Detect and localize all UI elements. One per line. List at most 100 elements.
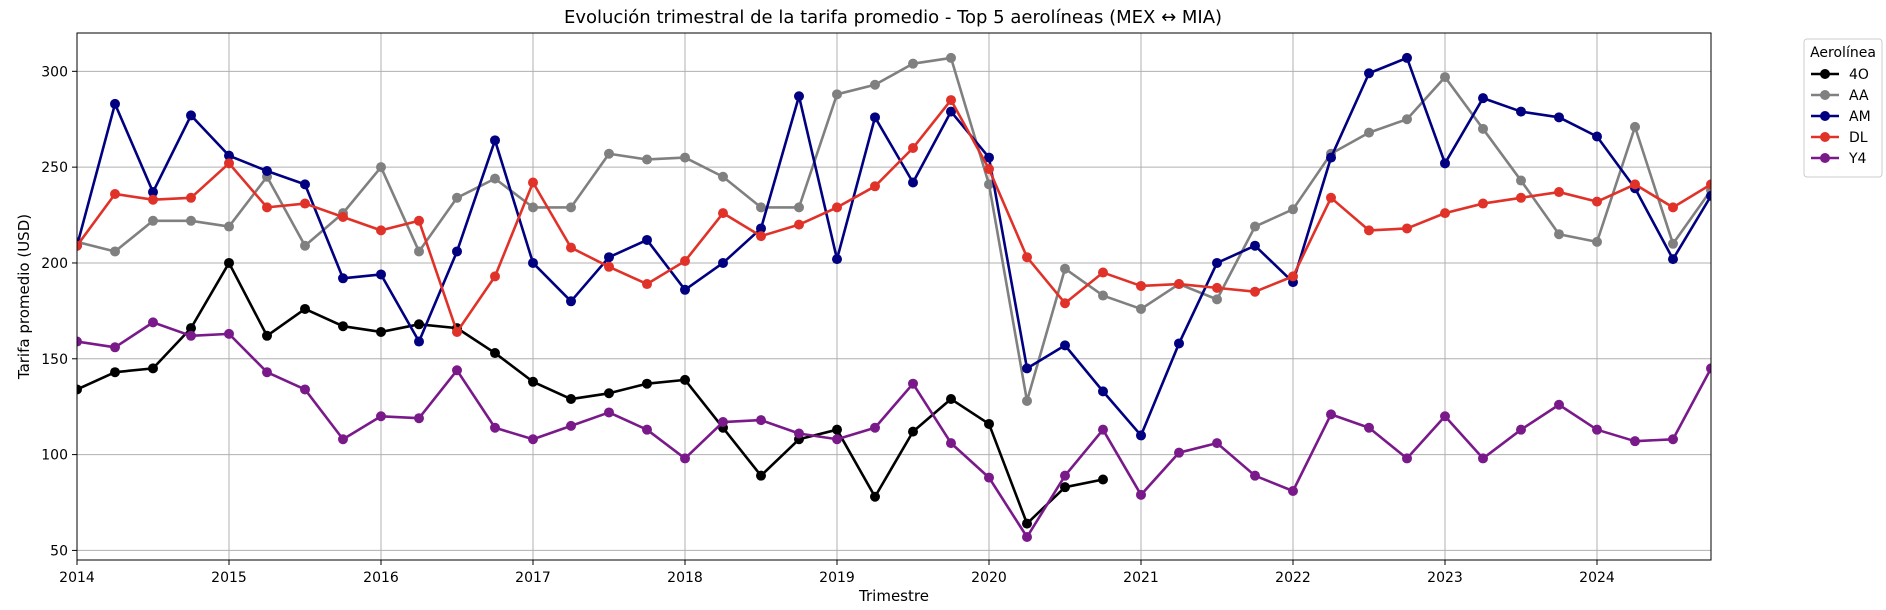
data-point	[1440, 158, 1450, 169]
y-tick-label: 300	[41, 64, 68, 80]
data-point	[1174, 279, 1184, 290]
legend-item-Y4: Y4	[1811, 151, 1867, 167]
data-point	[756, 223, 766, 234]
data-point	[718, 208, 728, 219]
data-point	[77, 240, 82, 251]
data-point	[566, 296, 576, 307]
data-point	[1592, 424, 1602, 435]
legend-item-AA: AA	[1811, 88, 1869, 104]
data-point	[984, 152, 994, 163]
grid-lines	[76, 33, 1711, 560]
data-point	[376, 326, 386, 337]
data-point	[946, 438, 956, 449]
data-point	[1060, 298, 1070, 309]
data-point	[1022, 518, 1032, 529]
data-point	[414, 336, 424, 347]
data-point	[832, 89, 842, 100]
data-point	[1022, 395, 1032, 406]
data-point	[452, 192, 462, 203]
data-point	[1440, 411, 1450, 422]
data-point	[1592, 196, 1602, 207]
data-point	[1288, 486, 1298, 497]
data-point	[984, 472, 994, 483]
data-point	[414, 246, 424, 257]
x-tick-label: 2024	[1579, 570, 1615, 586]
data-point	[148, 363, 158, 374]
data-point	[110, 246, 120, 257]
data-point	[794, 428, 804, 439]
data-point	[148, 187, 158, 198]
data-point	[1478, 198, 1488, 209]
data-point	[1250, 240, 1260, 251]
data-point	[1326, 152, 1336, 163]
data-point	[77, 384, 82, 395]
data-point	[1402, 223, 1412, 234]
legend-swatch-marker	[1820, 111, 1830, 121]
data-point	[1326, 409, 1336, 420]
data-point	[870, 79, 880, 90]
data-point	[1060, 470, 1070, 481]
data-point	[1022, 363, 1032, 374]
data-point	[528, 202, 538, 213]
data-point	[756, 202, 766, 213]
series-layer	[77, 52, 1711, 543]
x-tick-label: 2015	[211, 570, 247, 586]
series-4O	[77, 257, 1108, 529]
x-tick-label: 2019	[819, 570, 855, 586]
data-point	[186, 110, 196, 121]
legend-title: Aerolínea	[1810, 45, 1876, 61]
data-point	[1706, 363, 1711, 374]
data-point	[1554, 187, 1564, 198]
data-point	[794, 219, 804, 230]
y-axis: 50 100 150 200 250 300	[41, 64, 77, 559]
data-point	[756, 415, 766, 426]
series-line-DL	[77, 98, 1711, 334]
data-point	[1440, 72, 1450, 83]
data-point	[870, 422, 880, 433]
data-point	[946, 95, 956, 106]
data-point	[642, 279, 652, 290]
data-point	[262, 330, 272, 341]
legend-items: 4O AA AM DL Y4	[1811, 67, 1871, 167]
data-point	[756, 470, 766, 481]
data-point	[300, 303, 310, 314]
data-point	[338, 321, 348, 332]
data-point	[1364, 422, 1374, 433]
data-point	[224, 150, 234, 161]
data-point	[1516, 192, 1526, 203]
legend-label: 4O	[1849, 67, 1869, 83]
data-point	[1212, 257, 1222, 268]
data-point	[908, 142, 918, 153]
data-point	[1022, 252, 1032, 263]
x-tick-label: 2022	[1275, 570, 1311, 586]
data-point	[1478, 93, 1488, 104]
data-point	[1706, 190, 1711, 201]
data-point	[186, 192, 196, 203]
x-tick-label: 2020	[971, 570, 1007, 586]
y-tick-label: 50	[50, 543, 68, 559]
data-point	[718, 171, 728, 182]
data-point	[566, 420, 576, 431]
legend-item-DL: DL	[1811, 130, 1868, 146]
data-point	[908, 177, 918, 188]
data-point	[414, 319, 424, 330]
data-point	[1668, 434, 1678, 445]
data-point	[832, 434, 842, 445]
legend-swatch-marker	[1820, 153, 1830, 163]
x-tick-label: 2018	[667, 570, 703, 586]
data-point	[224, 221, 234, 232]
data-point	[1440, 208, 1450, 219]
series-line-4O	[77, 261, 1104, 525]
data-point	[832, 202, 842, 213]
series-line-AA	[77, 56, 1711, 403]
data-point	[414, 413, 424, 424]
data-point	[1098, 424, 1108, 435]
data-point	[452, 326, 462, 337]
data-point	[1516, 106, 1526, 117]
data-point	[680, 453, 690, 464]
data-point	[528, 257, 538, 268]
data-point	[718, 417, 728, 428]
data-point	[1630, 436, 1640, 447]
data-point	[604, 261, 614, 272]
data-point	[376, 162, 386, 173]
